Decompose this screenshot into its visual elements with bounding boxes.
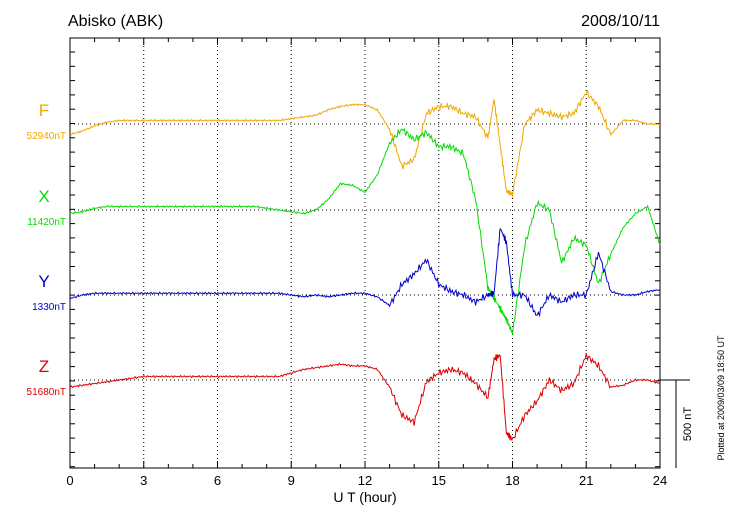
x-tick-label: 3 — [140, 473, 147, 488]
series-z-line — [69, 353, 661, 442]
series-y-line — [69, 227, 661, 318]
x-tick-label: 24 — [653, 473, 667, 488]
x-tick-label: 6 — [214, 473, 221, 488]
x-axis-label: U T (hour) — [333, 489, 396, 505]
grid-lines — [70, 38, 660, 468]
x-tick-label: 0 — [66, 473, 73, 488]
x-tick-label: 9 — [288, 473, 295, 488]
series-labels: F 52940nT X 11420nT Y 1330nT Z 51680nT — [27, 101, 66, 398]
series-y-baseline: 1330nT — [32, 302, 66, 313]
chart-date: 2008/10/11 — [581, 13, 660, 30]
series-x-label: X — [38, 187, 49, 206]
x-tick-label: 21 — [579, 473, 593, 488]
scale-bar-label: 500 nT — [682, 407, 694, 442]
axis-ticks — [69, 38, 661, 468]
x-tick-label: 15 — [432, 473, 446, 488]
x-tick-labels: 0 3 6 9 12 15 18 21 24 — [66, 473, 667, 488]
series-z-label: Z — [39, 357, 49, 376]
series-f-line — [69, 89, 661, 198]
series-layer — [69, 89, 661, 442]
x-tick-label: 12 — [358, 473, 372, 488]
scale-bar: 500 nT — [660, 379, 694, 468]
series-x-baseline: 11420nT — [27, 217, 66, 228]
series-y-label: Y — [38, 272, 49, 291]
series-f-label: F — [39, 101, 49, 120]
series-x-line — [69, 127, 661, 335]
plot-footnote: Plotted at 2009/03/09 18:50 UT — [716, 335, 726, 461]
series-f-baseline: 52940nT — [27, 131, 66, 142]
chart-title: Abisko (ABK) — [68, 13, 163, 30]
x-tick-label: 18 — [505, 473, 519, 488]
series-z-baseline: 51680nT — [27, 387, 66, 398]
